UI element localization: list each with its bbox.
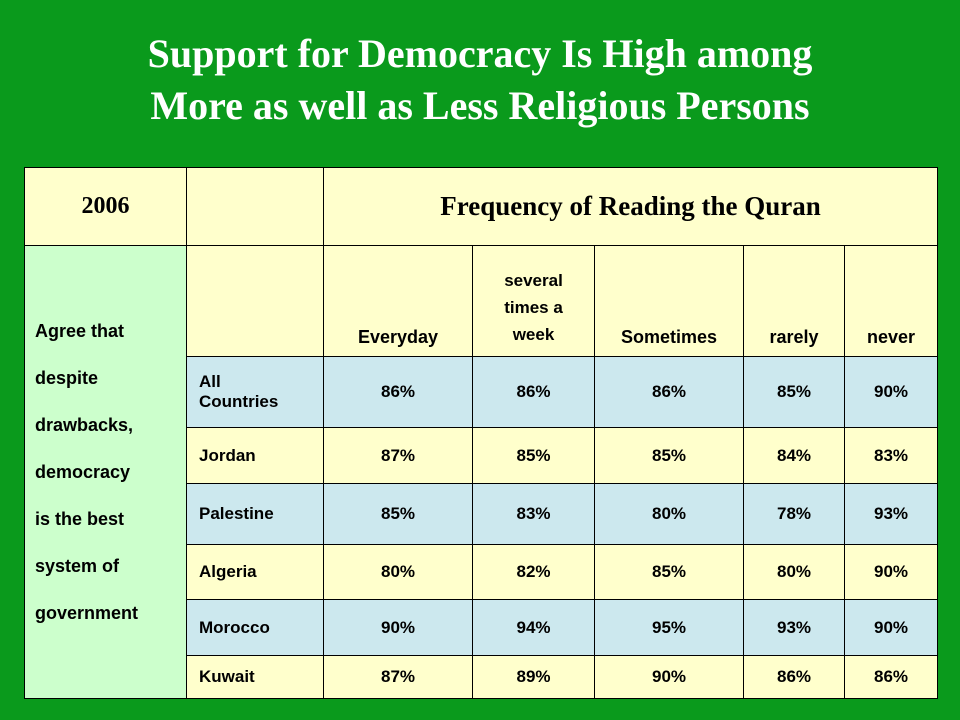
year-header-cell: 2006 [24, 167, 187, 246]
table-row: Algeria 80% 82% 85% 80% 90% [25, 544, 939, 600]
frequency-header-label: Frequency of Reading the Quran [440, 191, 821, 221]
column-label-line: several [504, 271, 563, 290]
column-label: Everyday [357, 327, 439, 347]
value-cell: 84% [743, 427, 845, 484]
value-cell: 87% [323, 655, 473, 699]
table-row: Jordan 87% 85% 85% 84% 83% [25, 427, 939, 484]
value-cell: 83% [843, 427, 939, 484]
statement-line: is the best [35, 508, 125, 529]
value-cell: 86% [323, 356, 473, 428]
slide-title-line-1: Support for Democracy Is High among [147, 31, 813, 76]
value-cell: 87% [323, 427, 473, 484]
table-row: Kuwait 87% 89% 90% 86% 86% [25, 655, 939, 699]
column-label-line: week [512, 325, 555, 344]
value-cell: 90% [843, 356, 939, 428]
table-row: Morocco 90% 94% 95% 93% 90% [25, 599, 939, 656]
value-cell: 85% [594, 544, 744, 600]
blank-column-header [186, 245, 324, 357]
column-label: rarely [769, 327, 819, 347]
value-cell: 90% [843, 599, 939, 656]
country-cell: Kuwait [186, 655, 324, 699]
value-cell: 90% [843, 544, 939, 600]
frequency-header-cell: Frequency of Reading the Quran [322, 167, 939, 246]
value-cell: 86% [743, 655, 845, 699]
country-cell: Palestine [186, 483, 324, 545]
column-header-never: never [843, 245, 939, 357]
country-label-line: Countries [199, 392, 279, 411]
value-cell: 85% [594, 427, 744, 484]
value-cell: 93% [743, 599, 845, 656]
column-header-several-times: several times a week [472, 245, 595, 357]
column-label: never [866, 327, 916, 347]
value-cell: 80% [743, 544, 845, 600]
slide-title: Support for Democracy Is High among More… [0, 28, 960, 132]
table-row: Palestine 85% 83% 80% 78% 93% [25, 483, 939, 545]
country-cell: Morocco [186, 599, 324, 656]
value-cell: 90% [323, 599, 473, 656]
value-cell: 85% [743, 356, 845, 428]
value-cell: 89% [472, 655, 595, 699]
value-cell: 86% [843, 655, 939, 699]
value-cell: 78% [743, 483, 845, 545]
value-cell: 85% [472, 427, 595, 484]
country-label-line: All [199, 372, 221, 391]
value-cell: 95% [594, 599, 744, 656]
column-header-rarely: rarely [743, 245, 845, 357]
statement-line: government [35, 602, 139, 623]
statement-line: democracy [35, 461, 131, 482]
country-cell: Algeria [186, 544, 324, 600]
value-cell: 80% [594, 483, 744, 545]
survey-table: 2006 Frequency of Reading the Quran Agre… [24, 167, 939, 699]
value-cell: 86% [472, 356, 595, 428]
value-cell: 83% [472, 483, 595, 545]
column-header-everyday: Everyday [323, 245, 473, 357]
slide-title-line-2: More as well as Less Religious Persons [150, 83, 810, 128]
statement-line: despite [35, 367, 99, 388]
column-label-line: times a [504, 298, 563, 317]
column-label: Sometimes [620, 327, 718, 347]
column-header-sometimes: Sometimes [594, 245, 744, 357]
value-cell: 80% [323, 544, 473, 600]
table-row: All Countries 86% 86% 86% 85% 90% [25, 356, 939, 428]
statement-line: drawbacks, [35, 414, 134, 435]
statement-line: Agree that [35, 320, 125, 341]
value-cell: 94% [472, 599, 595, 656]
value-cell: 93% [843, 483, 939, 545]
value-cell: 85% [323, 483, 473, 545]
statement-line: system of [35, 555, 120, 576]
country-cell: Jordan [186, 427, 324, 484]
country-cell: All Countries [186, 356, 324, 428]
value-cell: 82% [472, 544, 595, 600]
year-label: 2006 [81, 193, 130, 219]
agreement-statement-cell: Agree that despite drawbacks, democracy … [24, 245, 187, 699]
value-cell: 86% [594, 356, 744, 428]
value-cell: 90% [594, 655, 744, 699]
blank-header-cell [186, 167, 324, 246]
